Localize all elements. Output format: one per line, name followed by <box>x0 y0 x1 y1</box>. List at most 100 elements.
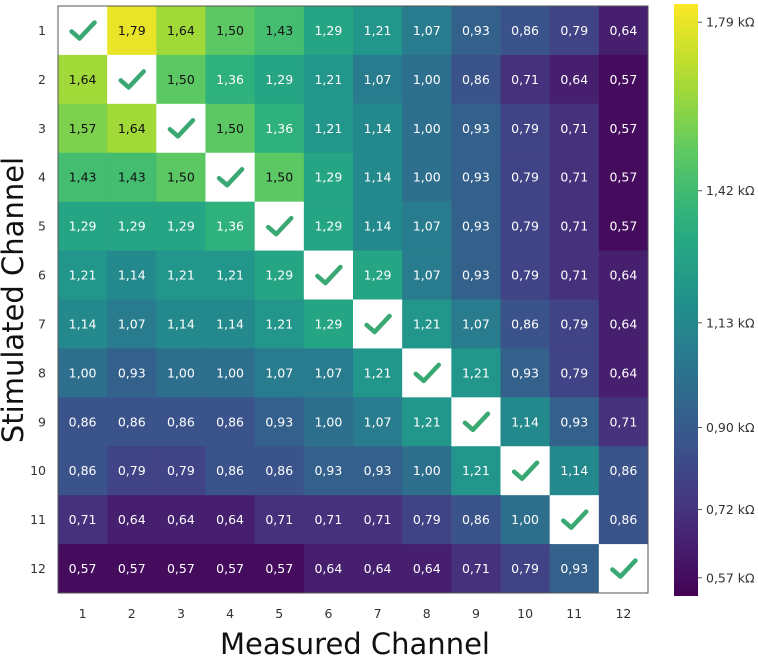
cell-rect <box>500 495 551 545</box>
cell-rect <box>402 6 452 56</box>
cell-value-label: 0,79 <box>560 365 588 380</box>
cell-value-label: 1,00 <box>69 365 97 380</box>
heatmap-cell: 1,50 <box>254 152 305 203</box>
heatmap-cell: 1,00 <box>205 348 256 398</box>
heatmap-cell <box>353 299 403 349</box>
heatmap-cell: 1,29 <box>353 250 403 300</box>
cell-value-label: 0,71 <box>462 561 490 576</box>
heatmap-cell: 0,57 <box>254 544 305 594</box>
cell-value-label: 1,43 <box>69 170 97 185</box>
cell-rect <box>254 152 305 203</box>
cell-value-label: 1,21 <box>314 72 342 87</box>
cell-value-label: 0,93 <box>462 170 490 185</box>
cell-rect <box>500 348 551 398</box>
colorbar-tick-label: 1,42 kΩ <box>706 183 755 198</box>
cell-rect <box>107 348 157 398</box>
cell-rect <box>254 446 305 496</box>
heatmap-cell: 0,57 <box>598 152 649 203</box>
cell-value-label: 0,79 <box>511 121 539 136</box>
cell-value-label: 1,29 <box>118 219 146 234</box>
colorbar-ticks: 1,79 kΩ 1,42 kΩ 1,13 kΩ 0,90 kΩ 0,72 kΩ 0,57 … <box>698 15 755 585</box>
cell-rect <box>205 348 256 398</box>
y-tick-label: 5 <box>38 219 46 234</box>
cell-rect <box>254 6 305 56</box>
heatmap-cell: 0,71 <box>500 54 551 105</box>
heatmap-cell: 0,86 <box>451 495 501 545</box>
heatmap-cell: 0,86 <box>254 446 305 496</box>
heatmap-cell: 1,43 <box>107 152 157 203</box>
cell-value-label: 0,64 <box>167 512 195 527</box>
heatmap-cells: 1,79 1,64 1,50 1,43 1,29 1,21 1,07 0,93 0,86 0,79… <box>58 6 649 594</box>
heatmap-cell: 0,93 <box>303 446 354 496</box>
cell-value-label: 1,79 <box>118 23 146 38</box>
cell-rect <box>500 250 551 300</box>
y-tick-label: 9 <box>38 414 46 429</box>
heatmap-cell: 1,64 <box>107 103 157 154</box>
cell-rect <box>451 54 501 105</box>
heatmap-cell: 1,21 <box>353 6 403 56</box>
y-tick-label: 4 <box>38 170 46 185</box>
y-tick-label: 6 <box>38 268 46 283</box>
heatmap-cell: 1,43 <box>58 152 108 203</box>
heatmap-cell: 1,29 <box>107 201 157 252</box>
x-tick-label: 11 <box>566 606 582 621</box>
heatmap-cell: 0,57 <box>205 544 256 594</box>
cell-rect <box>107 397 157 447</box>
cell-rect <box>205 103 256 154</box>
cell-value-label: 0,64 <box>413 561 441 576</box>
heatmap-cell <box>254 201 305 252</box>
cell-value-label: 1,29 <box>314 23 342 38</box>
cell-rect <box>549 103 600 154</box>
cell-value-label: 0,57 <box>216 561 244 576</box>
y-tick-label: 2 <box>38 72 46 87</box>
cell-value-label: 1,14 <box>118 268 146 283</box>
cell-value-label: 0,93 <box>314 463 342 478</box>
heatmap-cell: 1,00 <box>303 397 354 447</box>
cell-value-label: 0,79 <box>118 463 146 478</box>
cell-value-label: 0,71 <box>69 512 97 527</box>
cell-value-label: 0,79 <box>511 268 539 283</box>
cell-rect <box>303 103 354 154</box>
cell-value-label: 0,86 <box>609 463 637 478</box>
cell-value-label: 1,14 <box>69 316 97 331</box>
cell-rect <box>254 348 305 398</box>
heatmap-cell: 1,29 <box>303 6 354 56</box>
cell-rect <box>107 6 157 56</box>
heatmap-cell: 0,93 <box>107 348 157 398</box>
cell-rect <box>303 201 354 252</box>
cell-value-label: 0,71 <box>364 512 392 527</box>
heatmap-cell: 0,71 <box>451 544 501 594</box>
cell-value-label: 0,79 <box>167 463 195 478</box>
cell-rect <box>303 152 354 203</box>
cell-value-label: 1,14 <box>511 414 539 429</box>
cell-value-label: 1,14 <box>560 463 588 478</box>
cell-rect <box>549 6 600 56</box>
heatmap-cell: 1,21 <box>58 250 108 300</box>
heatmap-cell: 1,14 <box>353 201 403 252</box>
cell-rect <box>598 250 649 300</box>
cell-value-label: 0,79 <box>560 23 588 38</box>
cell-rect <box>598 103 649 154</box>
x-tick-label: 7 <box>374 606 382 621</box>
cell-value-label: 0,79 <box>511 170 539 185</box>
cell-rect <box>451 544 501 594</box>
cell-rect <box>598 6 649 56</box>
cell-value-label: 0,93 <box>364 463 392 478</box>
cell-value-label: 0,86 <box>69 414 97 429</box>
heatmap-cell: 0,86 <box>58 446 108 496</box>
cell-rect <box>107 250 157 300</box>
heatmap-cell: 0,57 <box>58 544 108 594</box>
cell-value-label: 0,86 <box>462 72 490 87</box>
cell-rect <box>353 152 403 203</box>
heatmap-cell: 1,07 <box>402 201 452 252</box>
cell-rect <box>156 348 206 398</box>
cell-value-label: 0,86 <box>265 463 293 478</box>
heatmap-cell: 0,79 <box>156 446 206 496</box>
cell-rect <box>549 250 600 300</box>
cell-value-label: 0,93 <box>462 121 490 136</box>
cell-value-label: 1,00 <box>413 170 441 185</box>
cell-rect <box>107 446 157 496</box>
cell-value-label: 0,79 <box>511 561 539 576</box>
cell-rect <box>205 544 256 594</box>
